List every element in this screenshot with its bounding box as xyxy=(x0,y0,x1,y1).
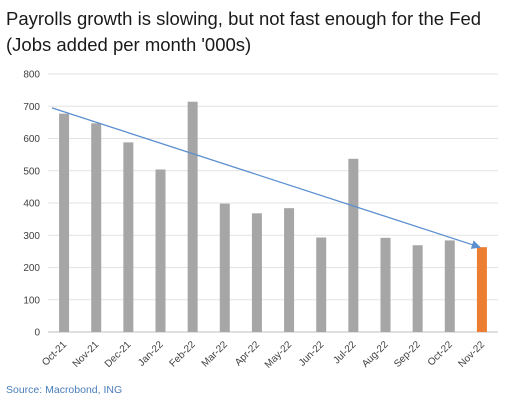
bar-jun-22 xyxy=(316,237,327,332)
bar-oct-21 xyxy=(59,113,70,332)
x-tick-label: Aug-22 xyxy=(360,339,391,370)
x-tick-label: Nov-22 xyxy=(456,339,487,370)
x-tick-label: Oct-22 xyxy=(426,339,455,368)
y-tick-label: 800 xyxy=(23,70,40,81)
title-line-1: Payrolls growth is slowing, but not fast… xyxy=(6,8,482,29)
trend-line xyxy=(51,107,481,249)
bar-mar-22 xyxy=(219,203,230,332)
y-tick-label: 200 xyxy=(23,263,40,274)
bar-feb-22 xyxy=(187,101,198,332)
bar-jan-22 xyxy=(155,169,166,332)
title-line-2: (Jobs added per month '000s) xyxy=(6,34,252,55)
x-tick-label: Jul-22 xyxy=(331,339,358,366)
x-tick-label: Nov-21 xyxy=(71,339,102,370)
y-tick-label: 100 xyxy=(23,295,40,306)
bar-oct-22 xyxy=(444,240,455,332)
bar-jul-22 xyxy=(348,158,359,332)
gridlines xyxy=(48,73,498,333)
y-tick-label: 700 xyxy=(23,102,40,113)
bar-nov-22 xyxy=(476,247,487,332)
bar-dec-21 xyxy=(123,142,134,332)
y-tick-label: 500 xyxy=(23,166,40,177)
chart-title: Payrolls growth is slowing, but not fast… xyxy=(6,6,506,58)
x-tick-label: Oct-21 xyxy=(40,339,69,368)
trend-arrow xyxy=(51,107,481,249)
x-tick-label: Dec-21 xyxy=(103,339,134,370)
x-tick-label: Jun-22 xyxy=(297,339,327,369)
bars xyxy=(59,101,487,332)
x-tick-label: Sep-22 xyxy=(392,339,423,370)
x-tick-label: Feb-22 xyxy=(168,339,198,369)
x-tick-label: Apr-22 xyxy=(233,339,262,368)
x-tick-label: Mar-22 xyxy=(200,339,230,369)
bar-sep-22 xyxy=(412,245,423,332)
y-tick-label: 400 xyxy=(23,199,40,210)
source-note: Source: Macrobond, ING xyxy=(6,384,123,396)
x-tick-label: May-22 xyxy=(263,339,295,371)
x-tick-label: Jan-22 xyxy=(136,339,166,369)
bar-may-22 xyxy=(284,208,295,332)
bar-aug-22 xyxy=(380,237,391,332)
bar-apr-22 xyxy=(251,213,262,332)
y-tick-label: 0 xyxy=(34,328,40,339)
x-axis-ticks: Oct-21 Nov-21 Dec-21 Jan-22 Feb-22 Mar-22 Apr-… xyxy=(40,339,487,371)
y-tick-label: 600 xyxy=(23,134,40,145)
bar-nov-21 xyxy=(91,123,102,332)
y-axis-ticks: 0 100 200 300 400 500 600 700 800 xyxy=(23,70,40,339)
y-tick-label: 300 xyxy=(23,231,40,242)
